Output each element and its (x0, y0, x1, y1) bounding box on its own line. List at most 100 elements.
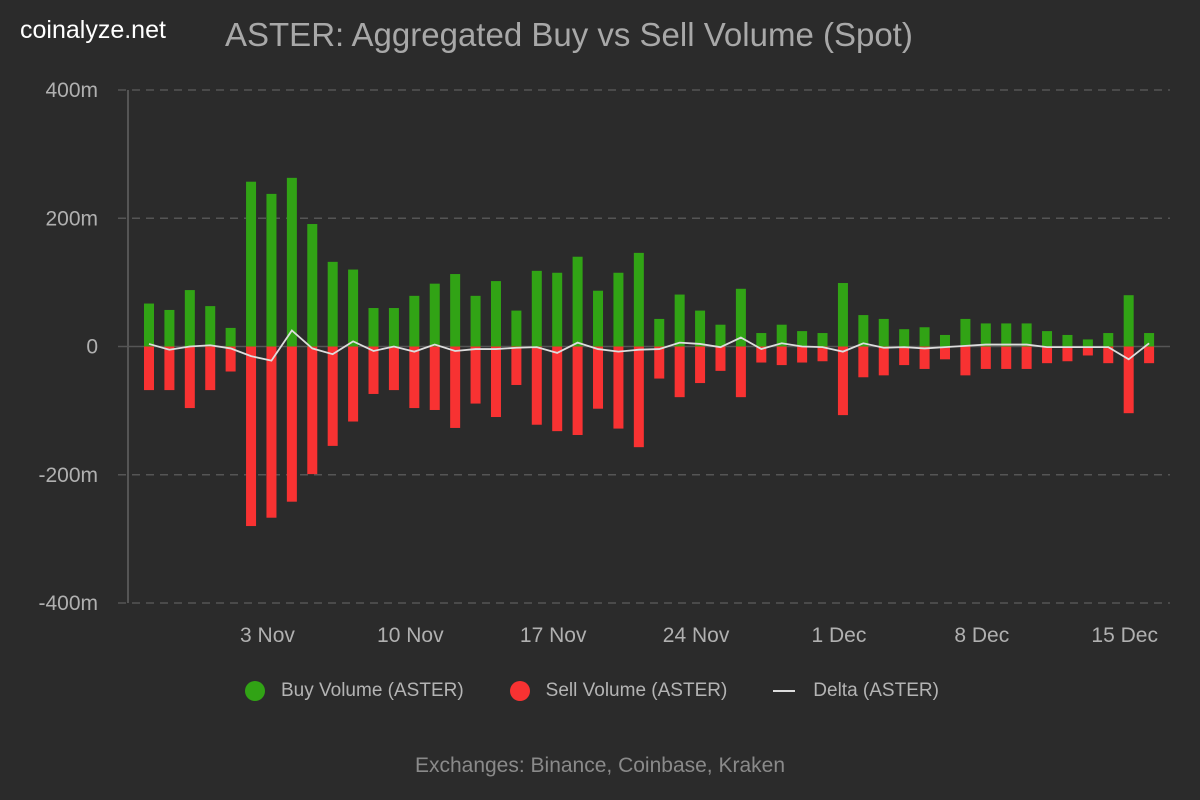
buy-bar (776, 324, 787, 347)
sell-bar (674, 346, 685, 398)
buy-bar (205, 306, 216, 347)
sell-bar (1062, 346, 1073, 362)
buy-marker-icon (245, 681, 265, 701)
buy-bar (674, 294, 685, 347)
delta-line-icon (773, 690, 796, 692)
legend-label-buy: Buy Volume (ASTER) (281, 680, 464, 701)
buy-bar (327, 261, 338, 347)
buy-bar (246, 181, 257, 347)
y-tick-label: 0 (86, 336, 98, 359)
buy-bar (1082, 339, 1093, 347)
sell-bar (919, 346, 930, 369)
buy-bar (1062, 334, 1073, 347)
sell-marker-icon (509, 681, 530, 701)
delta-line (148, 329, 1150, 362)
buy-bar (1021, 323, 1032, 347)
sell-bar (368, 346, 379, 394)
sell-bar (246, 346, 257, 527)
x-tick-label: 17 Nov (520, 624, 587, 647)
sell-bar (307, 346, 318, 475)
sell-bar (715, 346, 726, 371)
sell-bar (980, 346, 991, 369)
buy-bar (348, 269, 359, 347)
sell-bar (837, 346, 848, 416)
y-tick-label: -200m (38, 464, 98, 487)
buy-bar (429, 283, 440, 347)
sell-bar (184, 346, 195, 409)
sell-bar (1082, 346, 1093, 356)
sell-bar (613, 346, 624, 429)
buy-bar (817, 333, 828, 347)
exchanges-note: Exchanges: Binance, Coinbase, Kraken (414, 754, 786, 777)
legend: Buy Volume (ASTER) Sell Volume (ASTER) D… (245, 680, 985, 702)
buy-bar (797, 331, 808, 347)
chart-title: ASTER: Aggregated Buy vs Sell Volume (Sp… (225, 16, 913, 53)
buy-bar (490, 281, 501, 347)
buy-bar (164, 309, 175, 347)
buy-bar (470, 295, 481, 347)
buy-bar (368, 308, 379, 347)
buy-bar (1123, 295, 1134, 347)
sell-bar (1042, 346, 1053, 364)
buy-bar (552, 272, 563, 347)
buy-bar (450, 274, 461, 347)
buy-bar (654, 318, 665, 347)
y-tick-label: -400m (38, 592, 98, 615)
buy-bar (756, 333, 767, 347)
buy-bar (184, 290, 195, 347)
sell-bar (756, 346, 767, 363)
sell-bar (899, 346, 910, 366)
sell-bar (960, 346, 971, 376)
buy-bar (572, 256, 583, 347)
buy-bar (613, 272, 624, 347)
buy-bar (980, 323, 991, 347)
buy-bar (266, 193, 277, 347)
buy-bar (858, 315, 869, 347)
sell-bar (1001, 346, 1012, 369)
sell-bar (225, 346, 236, 372)
buy-bar (593, 290, 604, 347)
sell-bar (817, 346, 828, 362)
buy-bar (715, 324, 726, 347)
brand-logo: coinalyze.net (20, 16, 166, 44)
chart-plot: 400m 200m 0 -200m -400m 3 Nov 10 Nov 17 Nov 24 N… (38, 79, 1170, 647)
sell-bar (878, 346, 889, 376)
sell-bar (735, 346, 746, 398)
sell-bar (429, 346, 440, 410)
buy-bar (144, 303, 154, 347)
buy-bar (409, 295, 420, 347)
buy-bar (1042, 331, 1053, 347)
buy-bar (899, 329, 910, 347)
buy-bar (286, 177, 297, 347)
buy-bar (1001, 323, 1012, 347)
legend-item-buy[interactable]: Buy Volume (ASTER) (245, 680, 464, 702)
legend-item-sell[interactable]: Sell Volume (ASTER) (509, 680, 727, 702)
buy-bar (960, 318, 971, 347)
y-tick-label: 400m (45, 79, 98, 102)
legend-item-delta[interactable]: Delta (ASTER) (773, 680, 939, 702)
buy-bar (388, 308, 399, 347)
sell-bar (470, 346, 481, 404)
legend-label-delta: Delta (ASTER) (813, 680, 939, 701)
x-tick-label: 3 Nov (240, 624, 295, 647)
buy-bar (511, 310, 522, 347)
buy-bar (695, 310, 706, 347)
x-tick-label: 8 Dec (954, 624, 1009, 647)
sell-bar (164, 346, 175, 391)
sell-bar (858, 346, 869, 378)
buy-bar (225, 327, 236, 347)
sell-bar (409, 346, 420, 409)
x-tick-label: 24 Nov (663, 624, 730, 647)
sell-bar (797, 346, 808, 363)
sell-bar (388, 346, 399, 391)
buy-bar (1144, 333, 1155, 347)
sell-bar (1123, 346, 1134, 414)
buy-bar (837, 283, 848, 347)
sell-bar (348, 346, 359, 422)
buy-bar (939, 334, 950, 347)
y-tick-label: 200m (45, 207, 98, 230)
sell-bar (327, 346, 338, 446)
sell-bar (490, 346, 501, 418)
sell-bar (572, 346, 583, 435)
sell-bar (1144, 346, 1155, 364)
